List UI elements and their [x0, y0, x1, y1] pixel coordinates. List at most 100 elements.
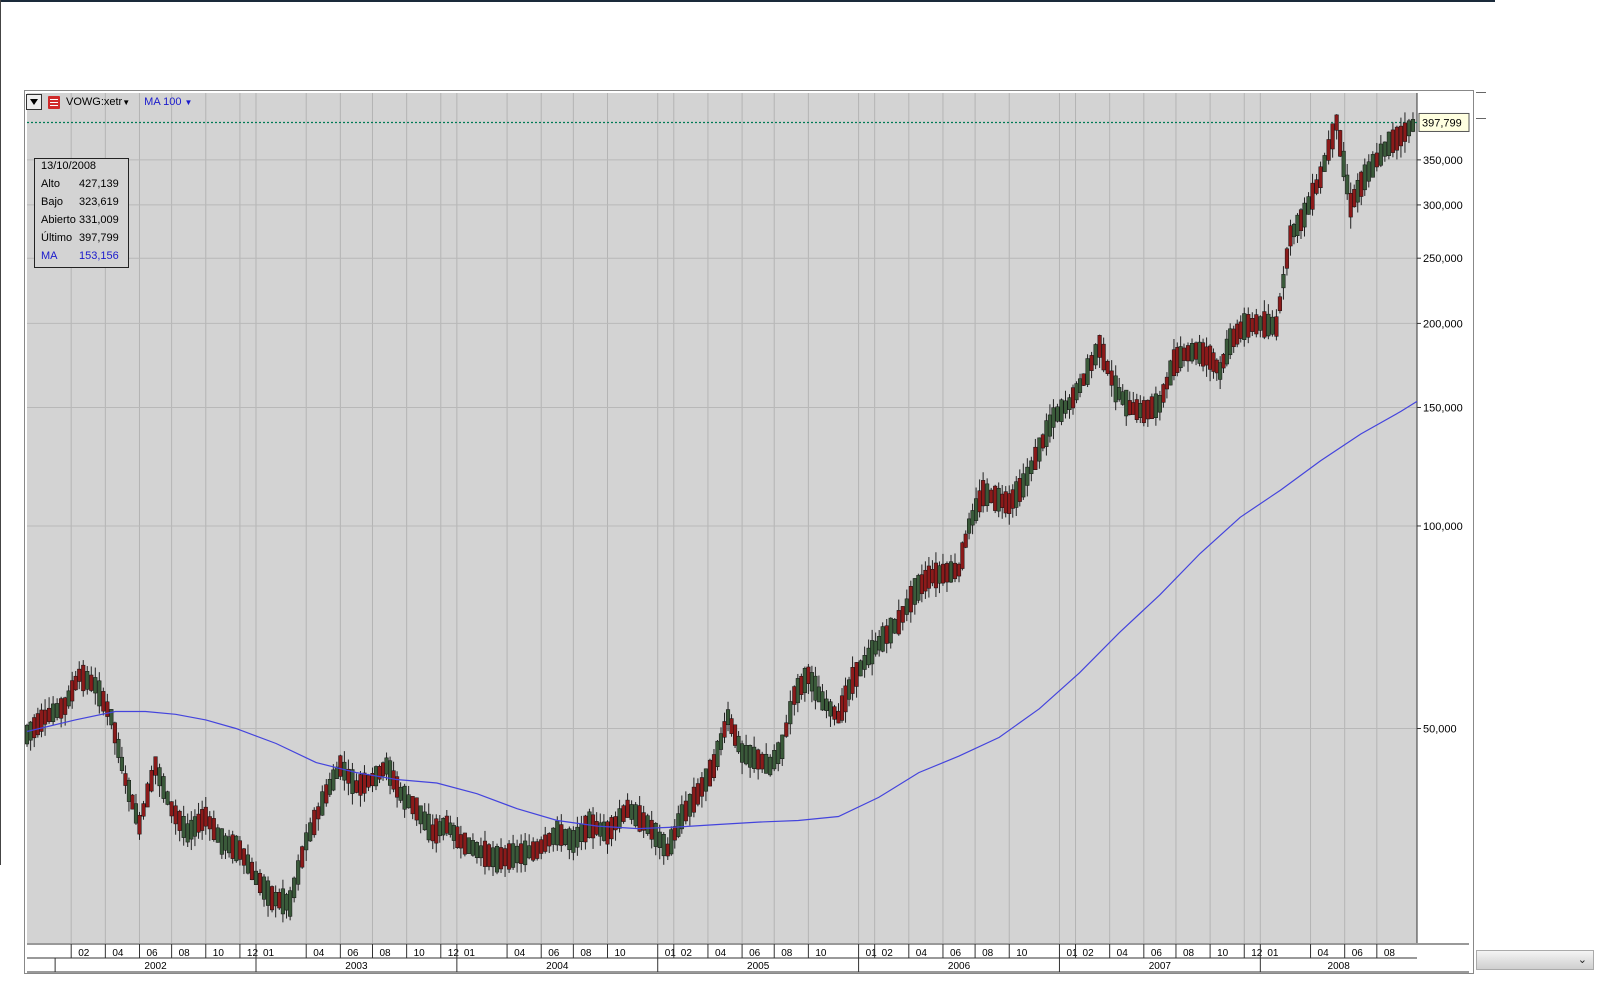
candle-body: [185, 823, 190, 843]
candle-body: [1124, 389, 1129, 417]
candle-body: [571, 830, 576, 853]
month-tick-label: 02: [78, 948, 90, 959]
candle-body: [531, 841, 536, 861]
candle-body: [699, 777, 704, 797]
candle-body: [1378, 143, 1383, 166]
candle-body: [157, 767, 162, 787]
candle-body: [77, 668, 82, 682]
indicator-selector[interactable]: MA 100 ▼: [144, 96, 193, 108]
candle-body: [937, 565, 942, 584]
month-tick-label: 04: [916, 948, 928, 959]
candle-body: [760, 753, 765, 770]
candle-body: [679, 804, 684, 830]
candle-body: [1218, 362, 1223, 380]
candle-body: [653, 823, 658, 847]
candle-body: [426, 813, 431, 841]
month-tick-label: 08: [1384, 948, 1396, 959]
candle-body: [1085, 358, 1090, 385]
candle-body: [237, 840, 242, 860]
candle-body: [1231, 328, 1236, 347]
candle-body: [119, 756, 124, 771]
candle-body: [384, 757, 389, 775]
candle-body: [141, 803, 146, 817]
y-tick-label: 250,000: [1423, 253, 1463, 265]
candle-body: [1164, 376, 1169, 390]
month-tick-label: 08: [1183, 948, 1195, 959]
candle-body: [1007, 493, 1012, 514]
candle-body: [519, 843, 524, 864]
month-tick-label: 02: [882, 948, 894, 959]
candle-body: [257, 872, 263, 894]
candle-body: [1208, 345, 1213, 370]
panel-scrollbar[interactable]: ⌄: [1476, 950, 1594, 970]
candle-body: [1134, 399, 1139, 420]
candle-body: [981, 480, 986, 507]
candle-body: [1318, 166, 1323, 189]
candle-body: [230, 834, 235, 859]
panel-tick: [1476, 92, 1486, 93]
candle-body: [81, 664, 86, 692]
candle-body: [265, 880, 271, 906]
candle-body: [515, 845, 520, 864]
month-tick-label: 04: [112, 948, 124, 959]
candle-body: [892, 618, 897, 634]
candle-body: [474, 842, 479, 858]
candle-body: [358, 774, 363, 796]
month-tick-label: 10: [414, 948, 426, 959]
candle-body: [930, 569, 935, 584]
candle-body: [105, 701, 110, 717]
candle-body: [1178, 346, 1183, 369]
candle-body: [444, 815, 449, 834]
candle-body: [66, 690, 71, 707]
candle-body: [806, 666, 811, 684]
y-tick-label: 350,000: [1423, 155, 1463, 167]
chevron-down-icon[interactable]: [26, 94, 42, 110]
month-tick-label: 06: [749, 948, 761, 959]
candle-body: [1025, 466, 1030, 486]
candle-body: [1101, 343, 1106, 371]
candle-body: [1382, 141, 1387, 157]
candle-body: [613, 816, 618, 831]
candle-body: [912, 578, 917, 605]
document-icon[interactable]: [48, 95, 60, 109]
candle-body: [535, 841, 540, 859]
month-tick-label: 06: [347, 948, 359, 959]
candle-body: [1081, 373, 1086, 386]
candle-body: [32, 717, 37, 739]
candle-body: [1270, 316, 1275, 335]
month-tick-label: 10: [1016, 948, 1028, 959]
candle-body: [1120, 391, 1125, 405]
candle-body: [1235, 323, 1240, 345]
ticker-selector[interactable]: VOWG:xetr▼: [66, 96, 131, 108]
candle-body: [1334, 114, 1339, 131]
candle-body: [843, 685, 848, 713]
candle-body: [617, 808, 622, 829]
candle-body: [1341, 150, 1346, 178]
candle-body: [1322, 155, 1327, 172]
candle-body: [1021, 473, 1026, 498]
candle-body: [249, 861, 255, 881]
month-tick-label: 08: [781, 948, 793, 959]
candle-body: [47, 707, 52, 722]
candle-body: [1138, 403, 1143, 418]
candle-body: [744, 745, 749, 765]
candle-body: [1362, 164, 1367, 191]
last-value-label: 397,799: [1422, 117, 1462, 129]
candle-body: [145, 783, 150, 808]
candle-body: [956, 563, 962, 577]
plot-area: [27, 93, 1417, 943]
month-tick-label: 06: [146, 948, 158, 959]
month-tick-label: 01: [263, 948, 275, 959]
candle-body: [839, 695, 845, 721]
price-chart[interactable]: 50,000 100,000 150,000 200,000 250,000 300,00…: [24, 91, 1473, 973]
month-tick-label: 12: [1251, 948, 1263, 959]
candle-body: [547, 833, 552, 847]
candle-body: [284, 894, 289, 911]
candle-body: [342, 761, 347, 781]
candle-body: [388, 760, 393, 786]
candle-body: [695, 783, 700, 805]
chevron-down-icon[interactable]: ⌄: [1577, 954, 1587, 966]
candle-body: [55, 703, 60, 718]
candle-body: [985, 483, 990, 507]
candle-body: [641, 812, 646, 831]
